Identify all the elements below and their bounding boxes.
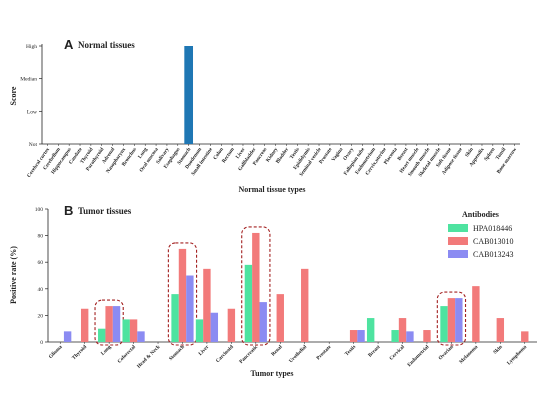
panel-b-y-tick-label: 100 — [35, 207, 44, 213]
panel-b-x-tick-label: Colorectal — [117, 344, 138, 365]
bar-renal-cab013010 — [276, 294, 284, 342]
panel-a-letter: A — [64, 37, 74, 52]
panel-b-x-tick-label: Melanoma — [458, 344, 479, 365]
panel-a-x-tick-label: Vagina — [331, 146, 345, 162]
panel-b-x-tick-label: Thyroid — [71, 344, 88, 361]
legend-label-hpa018446: HPA018446 — [473, 224, 512, 233]
bar-thyroid-cab013010 — [80, 308, 89, 342]
bar-ovarian-hpa018446 — [440, 306, 448, 342]
panel-a-y-tick-label: Not — [29, 142, 38, 148]
bar-stomach — [184, 46, 194, 144]
panel-b-x-tick-label: Renal — [270, 344, 284, 358]
panel-b-y-axis-title: Positive rate (%) — [9, 246, 18, 304]
bar-stomach-hpa018446 — [171, 294, 179, 342]
panel-b-bars — [63, 232, 529, 342]
panel-b-y-tick-label: 40 — [38, 287, 44, 293]
bar-breast-hpa018446 — [366, 318, 375, 342]
panel-b-legend: Antibodies HPA018446 CAB013010 CAB013243 — [448, 210, 513, 259]
panel-b-y-tick-label: 60 — [38, 260, 44, 266]
bar-liver-cab013243 — [210, 312, 219, 342]
panel-a-x-ticks: Cerebral cortexCerebellumHippocampusCaud… — [26, 144, 518, 179]
bar-testis-cab013010 — [349, 330, 358, 342]
panel-a-y-axis-title: Score — [9, 86, 18, 105]
legend-swatch-cab013010 — [448, 237, 468, 245]
panel-b: B Tumor tissues Positive rate (%) Tumor … — [9, 203, 537, 378]
bar-stomach-cab013243 — [186, 275, 194, 342]
panel-b-x-tick-label: Carcinoid — [215, 344, 235, 364]
panel-b-x-tick-label: Head & Neck — [136, 344, 162, 370]
bar-endometrial-cab013010 — [423, 330, 431, 342]
panel-a-bars — [184, 46, 194, 144]
bar-liver-hpa018446 — [195, 319, 204, 342]
bar-cervical-hpa018446 — [391, 330, 399, 342]
bar-urothelial-cab013010 — [301, 268, 309, 342]
panel-b-y-tick-label: 0 — [40, 340, 43, 346]
panel-a-x-tick-label: Lung — [137, 146, 149, 159]
panel-a-y-tick-label: High — [26, 44, 37, 50]
bar-testis-cab013243 — [357, 330, 365, 342]
bar-glioma-cab013243 — [63, 331, 72, 342]
bar-ovarian-cab013243 — [455, 298, 463, 342]
highlight-box-pancreatic — [241, 226, 271, 346]
panel-b-x-tick-label: Prostate — [315, 344, 333, 362]
panel-b-x-tick-label: Breast — [367, 344, 382, 359]
bar-colorectal-cab013010 — [129, 319, 138, 342]
panel-b-x-tick-label: Liver — [198, 344, 211, 357]
bar-pancreatic-cab013010 — [252, 232, 260, 342]
bar-pancreatic-cab013243 — [259, 302, 267, 342]
bar-lung-cab013243 — [112, 306, 121, 342]
legend-title: Antibodies — [462, 210, 499, 219]
panel-a-x-tick-label: Spleen — [483, 147, 496, 163]
panel-b-x-tick-label: Pancreatic — [238, 344, 259, 365]
panel-a-x-tick-label: Skin — [464, 147, 475, 159]
bar-lung-hpa018446 — [98, 328, 106, 342]
bar-carcinoid-cab013010 — [227, 308, 236, 342]
bar-cervical-cab013243 — [406, 331, 414, 342]
highlight-box-stomach — [167, 242, 198, 346]
panel-a-y-tick-label: Low — [27, 109, 37, 115]
bar-colorectal-hpa018446 — [122, 319, 130, 342]
bar-pancreatic-hpa018446 — [244, 264, 253, 342]
bar-stomach-cab013010 — [178, 248, 187, 342]
panel-b-x-tick-label: Skin — [492, 344, 503, 355]
panel-b-x-tick-label: Glioma — [48, 344, 64, 360]
panel-b-x-axis-title: Tumor types — [251, 369, 294, 378]
legend-swatch-hpa018446 — [448, 224, 468, 232]
bar-cervical-cab013010 — [398, 318, 407, 342]
panel-b-y-tick-label: 20 — [38, 313, 44, 319]
panel-a-title: Normal tissues — [78, 40, 135, 50]
panel-b-x-tick-label: Cervical — [388, 344, 406, 362]
panel-a-y-tick-label: Median — [20, 77, 37, 83]
panel-b-x-tick-label: Testis — [344, 344, 357, 357]
highlight-box-ovarian — [436, 291, 467, 346]
panel-b-y-ticks: 0 20 40 60 80 100 — [35, 207, 48, 346]
bar-lung-cab013010 — [105, 306, 113, 342]
panel-a-x-tick-label: Rectum — [221, 146, 236, 164]
legend-swatch-cab013243 — [448, 250, 468, 258]
panel-b-x-tick-label: Stomach — [168, 344, 186, 362]
panel-b-x-tick-label: Urothelial — [288, 344, 308, 364]
legend-label-cab013010: CAB013010 — [473, 237, 513, 246]
bar-colorectal-cab013243 — [137, 331, 145, 342]
panel-b-letter: B — [64, 203, 73, 218]
bar-melanoma-cab013010 — [472, 286, 480, 342]
panel-a: A Normal tissues Score Normal tissue typ… — [9, 37, 520, 194]
panel-a-axes — [41, 44, 520, 145]
panel-b-x-tick-label: Lymphoma — [506, 344, 528, 366]
panel-b-title: Tumor tissues — [78, 206, 132, 216]
bar-skin-cab013010 — [496, 318, 505, 342]
panel-a-x-axis-title: Normal tissue types — [238, 185, 305, 194]
legend-label-cab013243: CAB013243 — [473, 250, 513, 259]
panel-a-y-ticks: Not Low Median High — [20, 44, 42, 148]
bar-liver-cab013010 — [203, 268, 211, 342]
bar-ovarian-cab013010 — [447, 298, 456, 342]
panel-b-y-tick-label: 80 — [38, 234, 44, 240]
panel-b-x-tick-label: Lung — [100, 344, 113, 357]
bar-lymphoma-cab013010 — [521, 331, 529, 342]
panel-b-x-tick-label: Endometrial — [406, 344, 430, 368]
panel-b-x-ticks: Glioma Thyroid Lung Colorectal Head & Neck St… — [48, 342, 528, 370]
panel-b-x-tick-label: Ovarian — [438, 344, 455, 361]
